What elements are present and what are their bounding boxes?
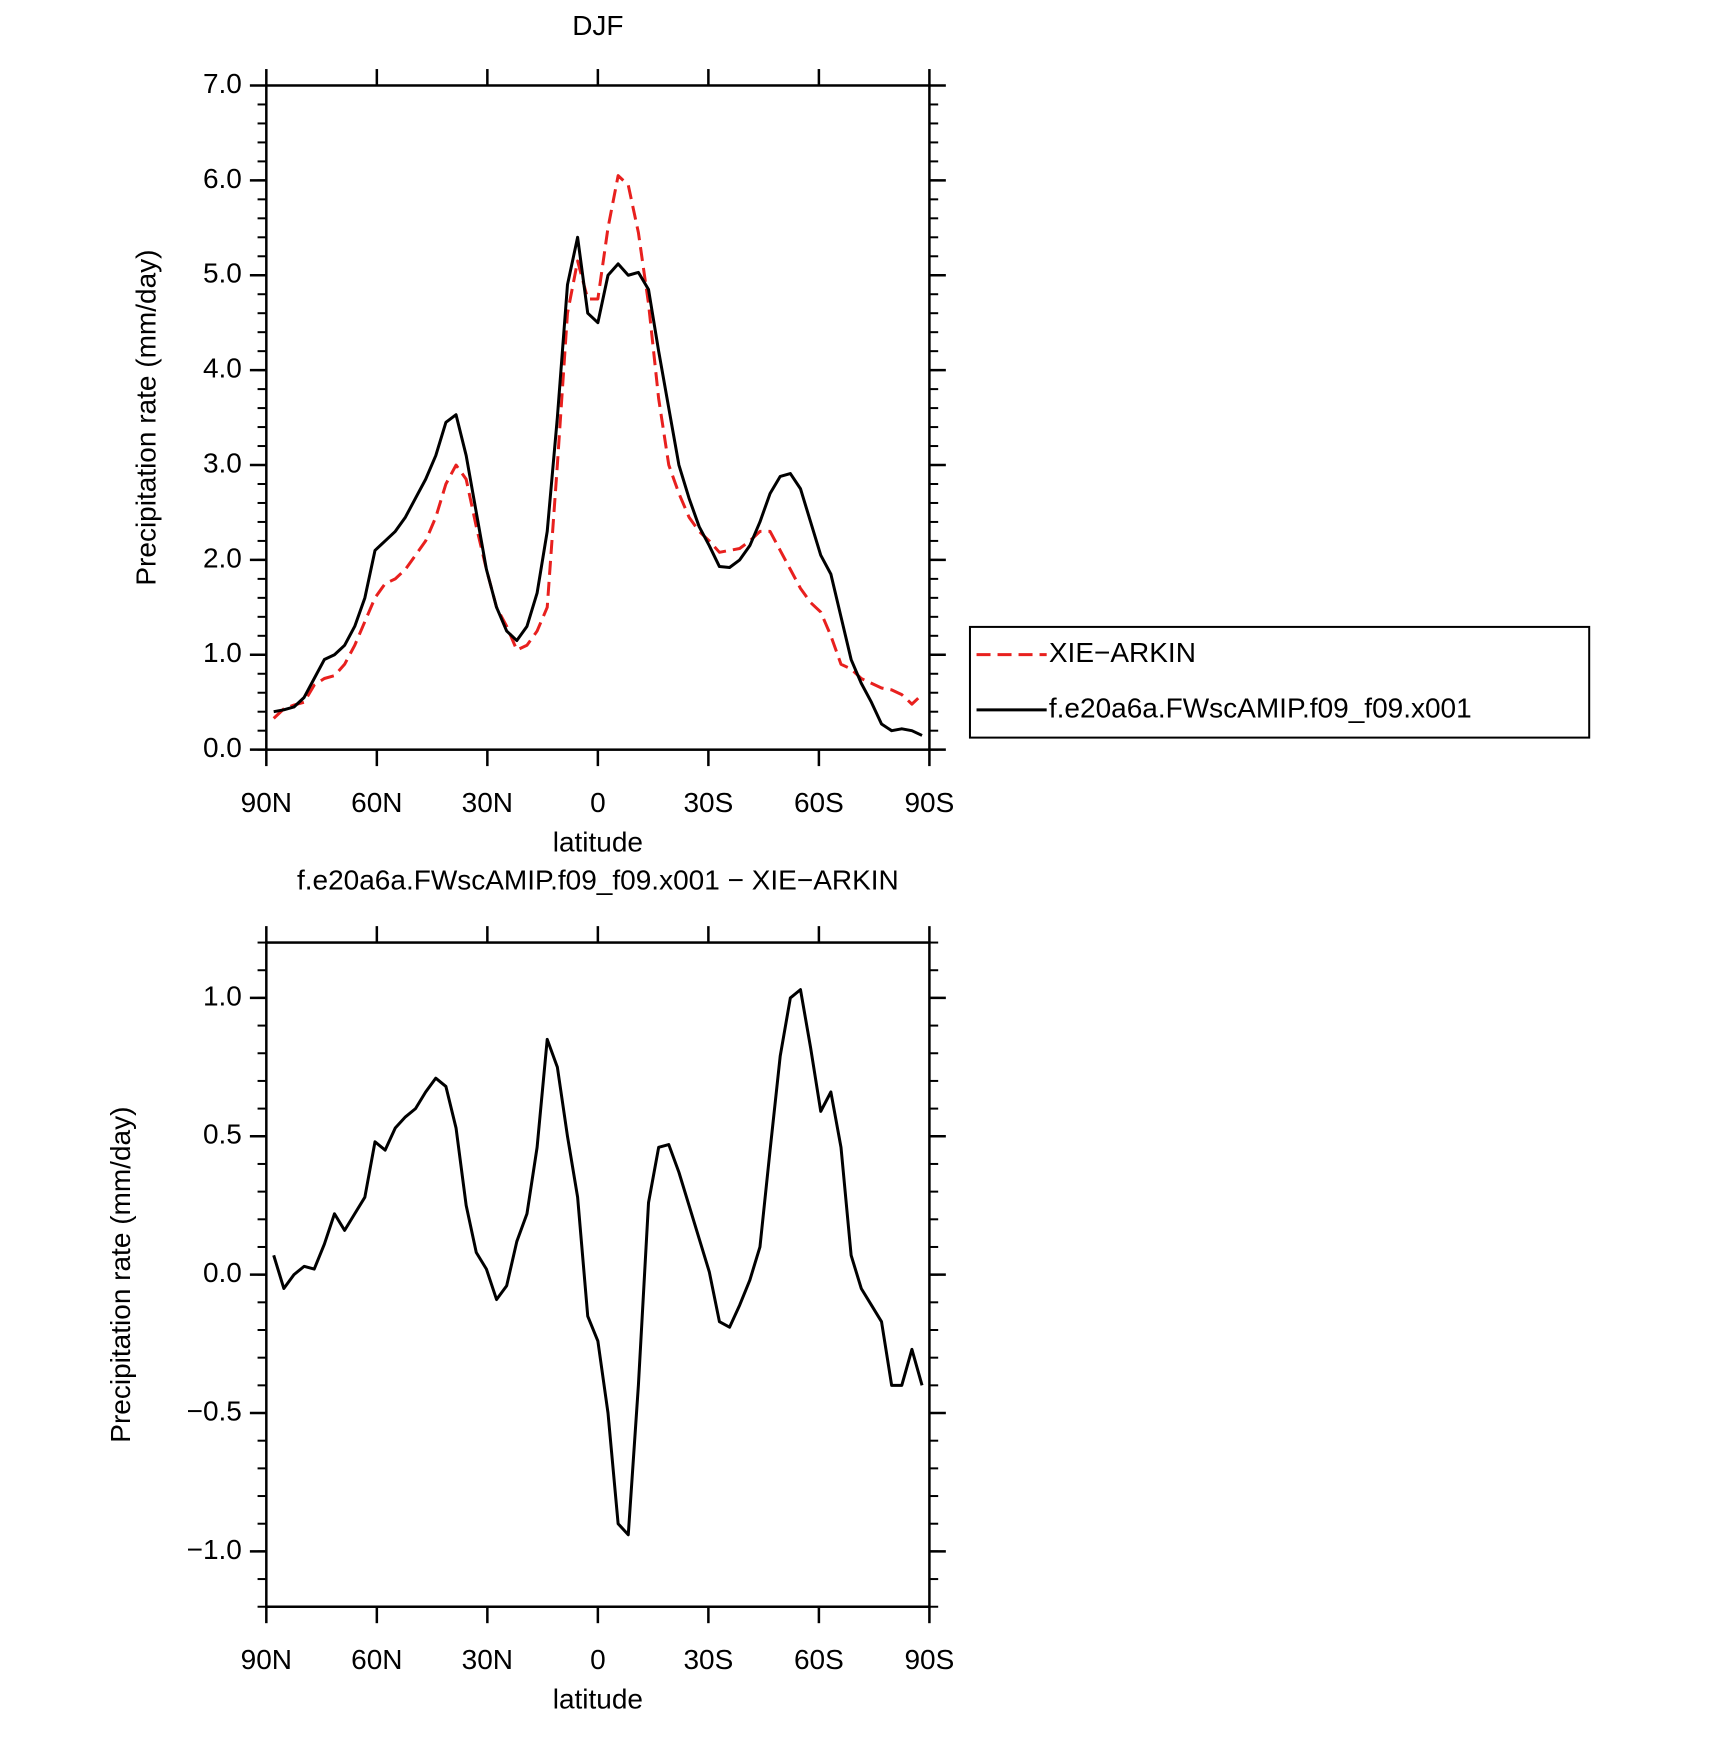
x-tick-label: 30S <box>683 1644 733 1675</box>
y-axis-label: Precipitation rate (mm/day) <box>130 250 161 586</box>
y-tick-label: −0.5 <box>187 1395 242 1426</box>
x-tick-label: 30N <box>462 1644 513 1675</box>
series-line <box>272 988 924 1537</box>
y-tick-label: 0.0 <box>203 1257 242 1288</box>
y-tick-label: 1.0 <box>203 637 242 668</box>
chart-title: DJF <box>572 10 623 41</box>
legend-label: f.e20a6a.FWscAMIP.f09_f09.x001 <box>1049 692 1472 723</box>
x-tick-label: 90S <box>904 1644 954 1675</box>
series-line <box>273 235 923 737</box>
y-tick-label: −1.0 <box>187 1534 242 1565</box>
plot-frame <box>265 941 931 1608</box>
x-tick-label: 60S <box>794 1644 844 1675</box>
x-tick-label: 90S <box>904 787 954 818</box>
y-tick-label: 0.0 <box>203 732 242 763</box>
y-tick-label: 6.0 <box>203 163 242 194</box>
series-line <box>272 174 924 720</box>
chart-title: f.e20a6a.FWscAMIP.f09_f09.x001 − XIE−ARK… <box>297 865 899 896</box>
y-tick-label: 2.0 <box>203 542 242 573</box>
x-tick-label: 30S <box>683 787 733 818</box>
x-axis-label: latitude <box>553 1683 643 1714</box>
legend-box <box>968 625 1591 739</box>
y-tick-label: 3.0 <box>203 447 242 478</box>
x-tick-label: 60N <box>351 787 402 818</box>
y-tick-label: 5.0 <box>203 258 242 289</box>
x-tick-label: 90N <box>241 787 292 818</box>
y-axis-label: Precipitation rate (mm/day) <box>105 1107 136 1443</box>
legend-label: XIE−ARKIN <box>1049 637 1196 668</box>
x-tick-label: 0 <box>590 1644 606 1675</box>
x-tick-label: 60N <box>351 1644 402 1675</box>
x-axis-label: latitude <box>553 826 643 857</box>
y-tick-label: 7.0 <box>203 68 242 99</box>
x-tick-label: 30N <box>462 787 513 818</box>
x-tick-label: 90N <box>241 1644 292 1675</box>
y-tick-label: 1.0 <box>203 980 242 1011</box>
plot-frame <box>265 84 931 751</box>
x-tick-label: 60S <box>794 787 844 818</box>
y-tick-label: 0.5 <box>203 1119 242 1150</box>
y-tick-label: 4.0 <box>203 353 242 384</box>
x-tick-label: 0 <box>590 787 606 818</box>
